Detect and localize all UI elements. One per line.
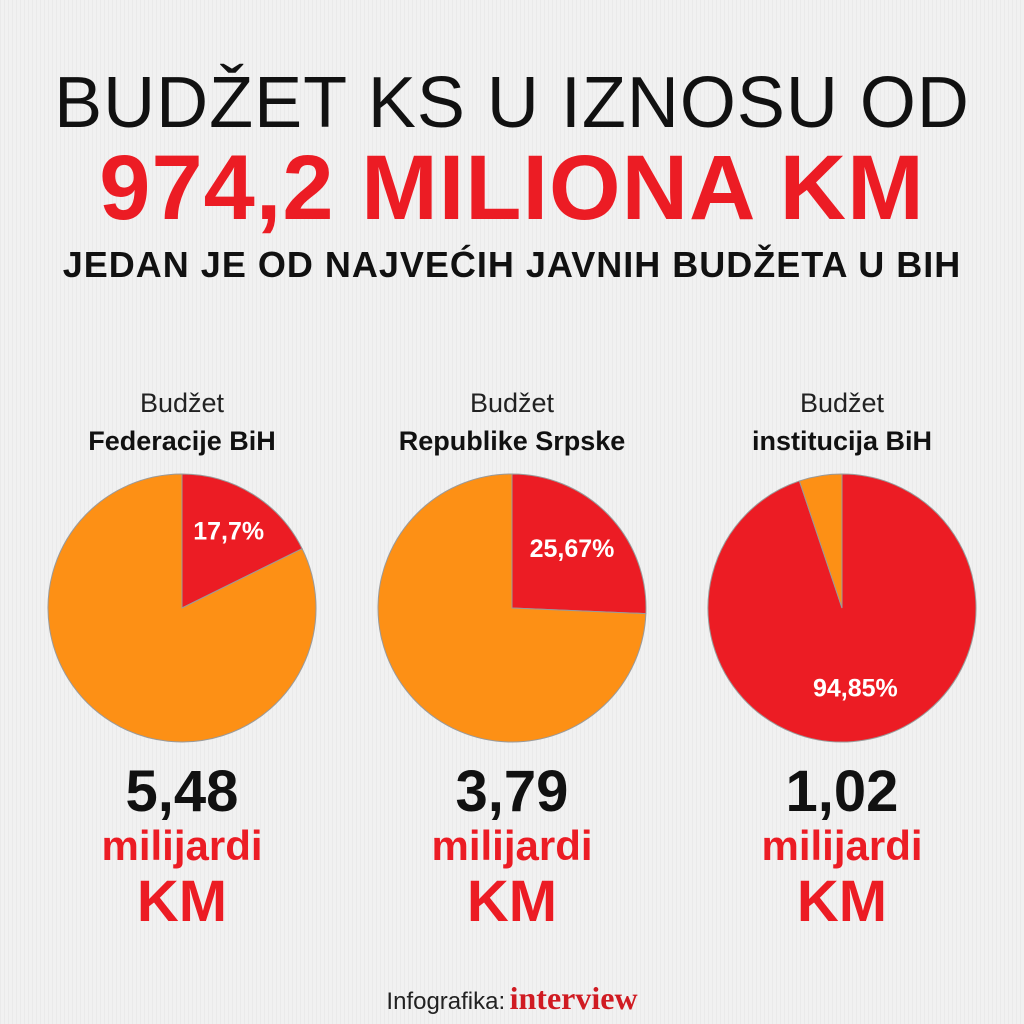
pie-chart: 17,7% bbox=[46, 472, 318, 744]
budget-unit-milijardi: milijardi bbox=[761, 822, 923, 869]
budget-unit-km: KM bbox=[466, 869, 558, 934]
pie-slice-0 bbox=[181, 473, 303, 609]
budget-unit-km: KM bbox=[136, 869, 228, 934]
budget-amount: 5,48 bbox=[125, 759, 239, 824]
pie-chart-svg: 94,85% bbox=[707, 473, 977, 743]
pie-chart-svg: 17,7% bbox=[47, 473, 317, 743]
budget-amount: 1,02 bbox=[785, 759, 899, 824]
budget-column-federacija: Budžet Federacije BiH 17,7% 5,48 milijar… bbox=[32, 388, 332, 948]
headline-line-1: BUDŽET KS U IZNOSU OD bbox=[54, 63, 970, 143]
budget-unit-milijardi: milijardi bbox=[101, 822, 263, 869]
pie-slice-label: 17,7% bbox=[193, 517, 264, 545]
chart-title: Budžet bbox=[799, 388, 885, 418]
budget-amount: 3,79 bbox=[455, 759, 569, 824]
headline-amount: 974,2 MILIONA KM bbox=[99, 137, 925, 239]
budget-column-institucije-bih: Budžet institucija BiH 94,85% 1,02 milij… bbox=[692, 388, 992, 948]
pie-slice-1 bbox=[47, 473, 317, 743]
budget-column-republika-srpska: Budžet Republike Srpske 25,67% 3,79 mili… bbox=[362, 388, 662, 948]
credit-prefix: Infografika: bbox=[386, 988, 506, 1015]
chart-subtitle: institucija BiH bbox=[751, 426, 933, 456]
interview-logo: interview bbox=[509, 980, 638, 1016]
pie-chart: 94,85% bbox=[706, 472, 978, 744]
chart-title: Budžet bbox=[469, 388, 555, 418]
pie-chart-svg: 25,67% bbox=[377, 473, 647, 743]
chart-subtitle: Federacije BiH bbox=[88, 426, 276, 456]
chart-title: Budžet bbox=[139, 388, 225, 418]
pie-slice-label: 94,85% bbox=[813, 675, 898, 703]
budget-unit-milijardi: milijardi bbox=[431, 822, 593, 869]
pie-slice-label: 25,67% bbox=[530, 535, 615, 563]
headline-subtitle: JEDAN JE OD NAJVEĆIH JAVNIH BUDŽETA U BI… bbox=[62, 244, 962, 285]
pie-slice-1 bbox=[377, 473, 647, 743]
pie-slice-1 bbox=[798, 473, 843, 609]
pie-slice-0 bbox=[511, 473, 647, 615]
pie-chart: 25,67% bbox=[376, 472, 648, 744]
credit-line: Infografika: interview bbox=[0, 980, 1024, 1017]
chart-subtitle: Republike Srpske bbox=[398, 426, 626, 456]
budget-unit-km: KM bbox=[796, 869, 888, 934]
